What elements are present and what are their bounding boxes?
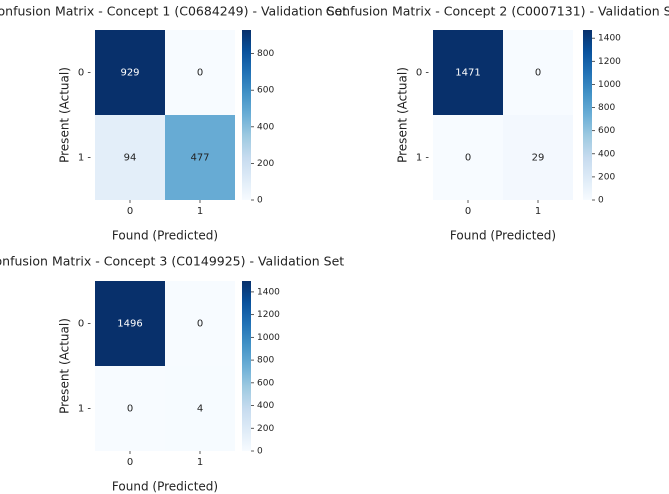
heatmap-cell (165, 115, 235, 200)
chart-title: Confusion Matrix - Concept 3 (C0149925) … (0, 254, 344, 269)
heatmap-cell (503, 30, 573, 115)
cell-value-label: 0 (535, 68, 541, 79)
heatmap-cell (165, 281, 235, 366)
chart-title: Confusion Matrix - Concept 2 (C0007131) … (326, 4, 669, 19)
confusion-matrix-panel-1: Confusion Matrix - Concept 1 (C0684249) … (0, 4, 347, 243)
x-axis-label: Found (Predicted) (112, 229, 218, 243)
colorbar-tick-label: 0 (598, 196, 604, 206)
colorbar-tick-label: 400 (598, 149, 615, 159)
confusion-matrix-panel-3: Confusion Matrix - Concept 3 (C0149925) … (0, 254, 344, 494)
colorbar-tick-label: 400 (257, 401, 274, 411)
cell-value-label: 1496 (117, 319, 142, 330)
colorbar-tick-label: 1200 (257, 310, 280, 320)
heatmap-cell (95, 281, 165, 366)
colorbar-tick-label: 800 (598, 103, 615, 113)
x-tick-label: 0 (127, 206, 133, 217)
colorbar-tick-label: 200 (598, 172, 615, 182)
colorbar-tick-label: 600 (257, 86, 274, 96)
confusion-matrix-panel-2: Confusion Matrix - Concept 2 (C0007131) … (326, 4, 669, 243)
y-tick-label: 0 - (78, 319, 92, 330)
chart-title: Confusion Matrix - Concept 1 (C0684249) … (0, 4, 347, 19)
x-tick-label: 0 (465, 206, 471, 217)
colorbar-tick-label: 600 (598, 126, 615, 136)
colorbar-tick-label: 1400 (257, 287, 280, 297)
y-axis-label: Present (Actual) (58, 318, 72, 414)
heatmap-cell (165, 366, 235, 451)
colorbar-tick-label: 1400 (598, 34, 621, 44)
x-tick-label: 1 (535, 206, 541, 217)
colorbar-tick-label: 0 (257, 447, 263, 457)
cell-value-label: 0 (465, 153, 471, 164)
cell-value-label: 4 (197, 404, 203, 415)
colorbar-tick-label: 1200 (598, 57, 621, 67)
heatmap-cell (433, 115, 503, 200)
x-tick-label: 1 (197, 457, 203, 468)
cell-value-label: 0 (197, 68, 203, 79)
y-tick-label: 1 - (78, 404, 92, 415)
colorbar (583, 30, 592, 200)
y-axis-label: Present (Actual) (396, 67, 410, 163)
y-tick-label: 0 - (78, 68, 92, 79)
colorbar-tick-label: 600 (257, 378, 274, 388)
heatmap-cell (95, 30, 165, 115)
colorbar (242, 30, 251, 200)
cell-value-label: 1471 (455, 68, 480, 79)
colorbar-tick-label: 200 (257, 159, 274, 169)
y-axis-label: Present (Actual) (58, 67, 72, 163)
colorbar (242, 281, 251, 451)
colorbar-tick-label: 1000 (257, 333, 280, 343)
x-axis-label: Found (Predicted) (450, 229, 556, 243)
y-tick-label: 1 - (78, 153, 92, 164)
cell-value-label: 477 (190, 153, 209, 164)
y-tick-label: 1 - (416, 153, 430, 164)
heatmap-cell (95, 366, 165, 451)
heatmap-cell (433, 30, 503, 115)
cell-value-label: 929 (120, 68, 139, 79)
colorbar-tick-label: 200 (257, 424, 274, 434)
colorbar-tick-label: 0 (257, 196, 263, 206)
heatmap-cell (503, 115, 573, 200)
x-axis-label: Found (Predicted) (112, 480, 218, 494)
colorbar-tick-label: 800 (257, 49, 274, 59)
colorbar-tick-label: 800 (257, 356, 274, 366)
cell-value-label: 29 (532, 153, 545, 164)
heatmap-cell (165, 30, 235, 115)
cell-value-label: 94 (124, 153, 137, 164)
x-tick-label: 0 (127, 457, 133, 468)
cell-value-label: 0 (127, 404, 133, 415)
colorbar-tick-label: 400 (257, 122, 274, 132)
x-tick-label: 1 (197, 206, 203, 217)
y-tick-label: 0 - (416, 68, 430, 79)
colorbar-tick-label: 1000 (598, 80, 621, 90)
cell-value-label: 0 (197, 319, 203, 330)
heatmap-cell (95, 115, 165, 200)
